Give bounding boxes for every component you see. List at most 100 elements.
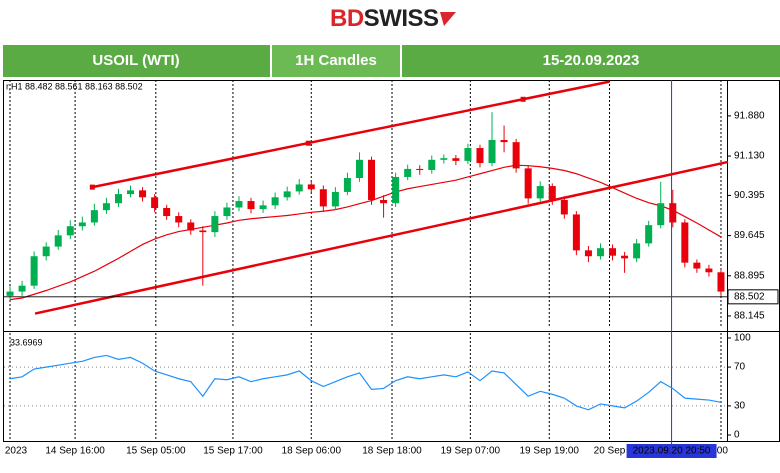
rsi-current: 33.6969 [10, 337, 43, 347]
candle-body [54, 235, 62, 247]
x-tick-label: 19 Sep 19:00 [520, 446, 580, 457]
trendline-anchor [305, 140, 311, 146]
y-tick-label: 88.145 [734, 311, 765, 322]
candle-body [380, 199, 388, 204]
candle-body [307, 184, 315, 190]
y-tick-label: 89.645 [734, 230, 765, 241]
candle-body [247, 201, 255, 210]
candle-body [223, 207, 231, 217]
x-tick-label: 14 Sep 16:00 [45, 446, 105, 457]
trendline-anchor [89, 184, 95, 190]
candle-body [235, 201, 243, 208]
x-tick-label: 15 Sep 17:00 [203, 446, 263, 457]
candle-body [392, 176, 400, 204]
candle-body [705, 268, 713, 273]
candle-body [645, 225, 653, 244]
candle-body [548, 186, 556, 200]
y-tick-label: 90.395 [734, 190, 765, 201]
candle-body [66, 226, 74, 236]
candle-body [621, 255, 629, 259]
candle-body [609, 248, 617, 256]
candle-body [90, 210, 98, 223]
candle-body [452, 158, 460, 161]
candle-body [271, 197, 279, 206]
candle-body [524, 168, 532, 199]
trendline [34, 160, 729, 315]
rsi-line [9, 354, 722, 411]
candle-body [512, 142, 520, 169]
y-tick-label: 91.130 [734, 151, 765, 162]
candle-body [596, 248, 604, 257]
candle-body [199, 230, 207, 233]
logo-part: SWISS [364, 5, 439, 32]
crosshair-label: 2023.09.20 20:50 [633, 446, 711, 457]
y-tick-label: 30 [734, 401, 746, 412]
candle-body [319, 189, 327, 207]
candle-body [669, 203, 677, 223]
candle-body [536, 186, 544, 199]
candle-body [440, 158, 448, 160]
y-tick-label: 88.895 [734, 270, 765, 281]
candle-body [78, 222, 86, 227]
candle-body [355, 159, 363, 179]
candle-body [6, 291, 14, 296]
candle-body [187, 222, 195, 231]
candle-body [488, 139, 496, 164]
candle-body [368, 159, 376, 200]
candle-body [717, 272, 725, 292]
banner-text: 15-20.09.2023 [543, 52, 640, 69]
trendline-anchor [520, 96, 526, 102]
y-tick-label: 91.880 [734, 111, 765, 122]
candle-body [476, 148, 484, 164]
y-tick-label: 100 [734, 333, 751, 344]
x-tick-label: 19 Sep 07:00 [441, 446, 501, 457]
banner-segment [3, 45, 270, 77]
banner-segment [402, 45, 780, 77]
y-tick-label: 70 [734, 362, 746, 373]
trendline [92, 80, 610, 189]
candle-body [102, 203, 110, 211]
candle-body [139, 190, 147, 198]
last-price-box [727, 289, 779, 305]
candle-body [127, 190, 135, 195]
logo: BDSWISS [330, 5, 439, 32]
candle-body [416, 168, 424, 170]
moving-average [9, 164, 722, 301]
info-line: r,H1 88.482 88.561 88.163 88.502 [6, 81, 143, 91]
candle-body [331, 191, 339, 207]
candle-body [211, 216, 219, 233]
y-tick-label: 0 [734, 430, 740, 441]
candle-body [18, 285, 26, 292]
frame [3, 80, 780, 442]
last-price-label: 88.502 [734, 291, 765, 302]
candle-body [283, 191, 291, 198]
banner-segment [272, 45, 400, 77]
candle-body [404, 168, 412, 177]
candle-body [681, 222, 689, 263]
candle-body [560, 199, 568, 215]
candle-body [633, 243, 641, 259]
x-tick-label: 15 Sep 05:00 [126, 446, 186, 457]
banner-text: USOIL (WTI) [92, 52, 179, 69]
candle-body [30, 256, 38, 286]
candle-body [657, 203, 665, 226]
candle-body [114, 194, 122, 204]
crosshair-label-box [626, 444, 717, 458]
banner-text: 1H Candles [295, 52, 377, 69]
x-tick-label: :00 [714, 446, 728, 457]
candle-body [175, 216, 183, 223]
candle-body [584, 250, 592, 257]
logo-part: BD [330, 5, 364, 32]
x-tick-label: 18 Sep 06:00 [282, 446, 342, 457]
candle-body [428, 159, 436, 170]
candle-body [572, 214, 580, 251]
candle-body [464, 148, 472, 161]
candle-body [500, 139, 508, 143]
x-tick-label: 18 Sep 18:00 [362, 446, 422, 457]
candle-body [151, 197, 159, 209]
x-tick-label: 20 Sep [594, 446, 626, 457]
candle-body [693, 262, 701, 269]
candle-body [259, 205, 267, 210]
